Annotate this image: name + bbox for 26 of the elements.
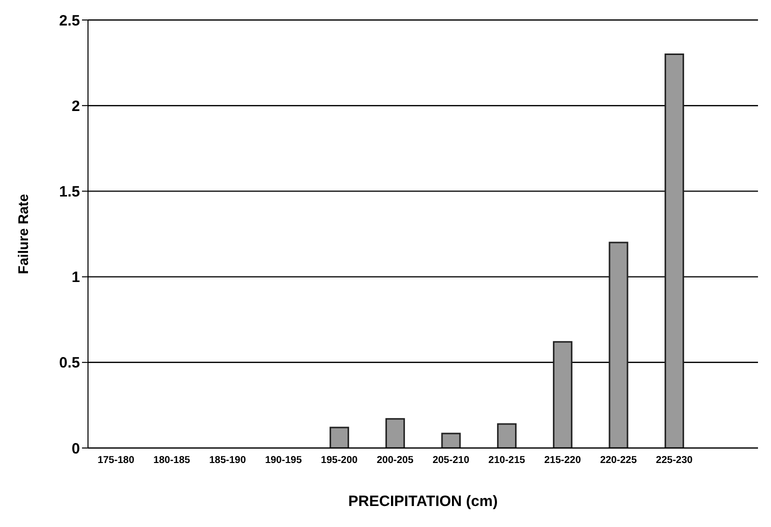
bar [608,242,628,448]
x-tick-label: 190-195 [265,455,302,466]
y-tick-label: 1 [72,269,80,286]
x-axis-title: PRECIPITATION (cm) [348,493,498,510]
bar [552,341,572,448]
bar [385,418,405,448]
x-tick-label: 215-220 [544,455,582,466]
x-tick-label: 200-205 [376,455,414,466]
x-tick-label: 225-230 [656,455,694,466]
x-tick-label: 220-225 [600,455,638,466]
x-tick-label: 175-180 [98,455,135,466]
bar [441,432,461,448]
y-axis-title: Failure Rate [14,194,31,274]
bar [497,423,517,448]
x-tick-label: 195-200 [320,455,358,466]
bar [330,426,350,448]
x-tick-label: 210-215 [488,455,526,466]
y-tick-label: 0.5 [59,354,80,372]
y-tick-label: 2 [72,98,80,115]
bar [664,53,684,448]
y-tick-label: 1.5 [59,184,80,201]
x-tick-label: 205-210 [432,455,470,466]
y-tick-label: 2.5 [59,12,80,30]
x-tick-label: 180-185 [153,455,191,466]
x-tick-label: 185-190 [209,455,246,466]
y-tick-label: 0 [72,440,80,458]
